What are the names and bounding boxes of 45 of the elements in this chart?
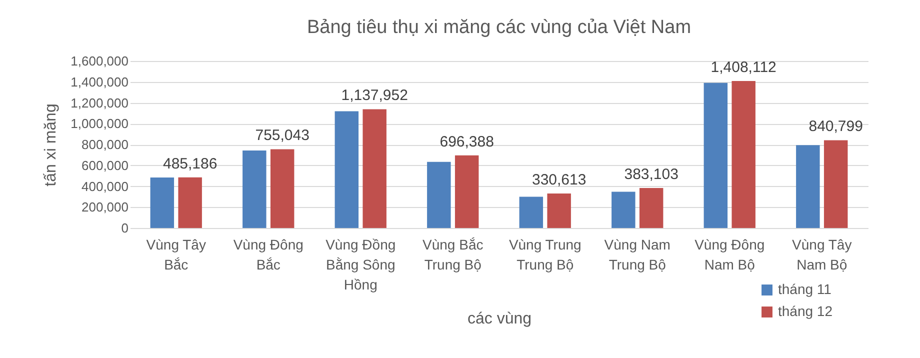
data-label: 696,388 (440, 133, 494, 150)
legend-label: tháng 12 (778, 303, 833, 319)
bar (612, 192, 636, 228)
bar (427, 162, 451, 228)
x-tick-label: Vùng Đồng Bằng Sông Hồng (326, 236, 396, 292)
y-tick-label: 600,000 (82, 158, 128, 173)
bar (547, 193, 571, 228)
y-tick-label: 1,600,000 (70, 54, 128, 68)
data-label: 840,799 (808, 118, 863, 136)
bar (454, 155, 479, 228)
bar (362, 109, 386, 228)
x-tick-label: Vùng Đông Nam Bộ (694, 236, 765, 272)
y-tick-label: 400,000 (82, 178, 128, 194)
bar (270, 149, 294, 228)
data-label: 383,103 (624, 166, 678, 184)
bar (178, 177, 202, 228)
y-tick-label: 200,000 (82, 200, 128, 215)
data-label: 1,408,112 (710, 59, 776, 76)
data-label: 330,613 (532, 171, 586, 188)
bar (334, 111, 359, 228)
y-tick-label: 1,000,000 (70, 116, 128, 132)
x-tick-label: Vùng Nam Trung Bộ (604, 236, 670, 272)
data-label: 485,186 (162, 155, 218, 172)
x-tick-label: Vùng Tây Bắc (146, 236, 206, 272)
y-axis-title: tấn xi măng (42, 104, 60, 186)
data-label: 1,137,952 (341, 87, 408, 104)
y-tick-label: 1,200,000 (70, 95, 128, 110)
bar (796, 145, 820, 228)
x-tick-label: Vùng Trung Trung Bộ (508, 236, 582, 272)
bar (639, 188, 664, 228)
bar (150, 177, 174, 228)
bar (242, 150, 266, 228)
bar (732, 81, 756, 228)
y-tick-label: 0 (121, 220, 128, 236)
bar (704, 82, 728, 228)
x-tick-label: Vùng Bắc Trung Bộ (422, 236, 484, 272)
chart-title: Bảng tiêu thụ xi măng các vùng của Việt Nam (306, 17, 692, 38)
legend-label: tháng 11 (778, 281, 832, 297)
data-label: 755,043 (255, 127, 310, 144)
y-tick-label: 1,400,000 (70, 74, 128, 90)
bar (824, 140, 848, 228)
x-tick-label: Vùng Đông Bắc (233, 236, 304, 272)
y-tick-label: 800,000 (82, 137, 128, 152)
bar (519, 196, 544, 228)
x-axis-title: các vùng (467, 310, 532, 328)
